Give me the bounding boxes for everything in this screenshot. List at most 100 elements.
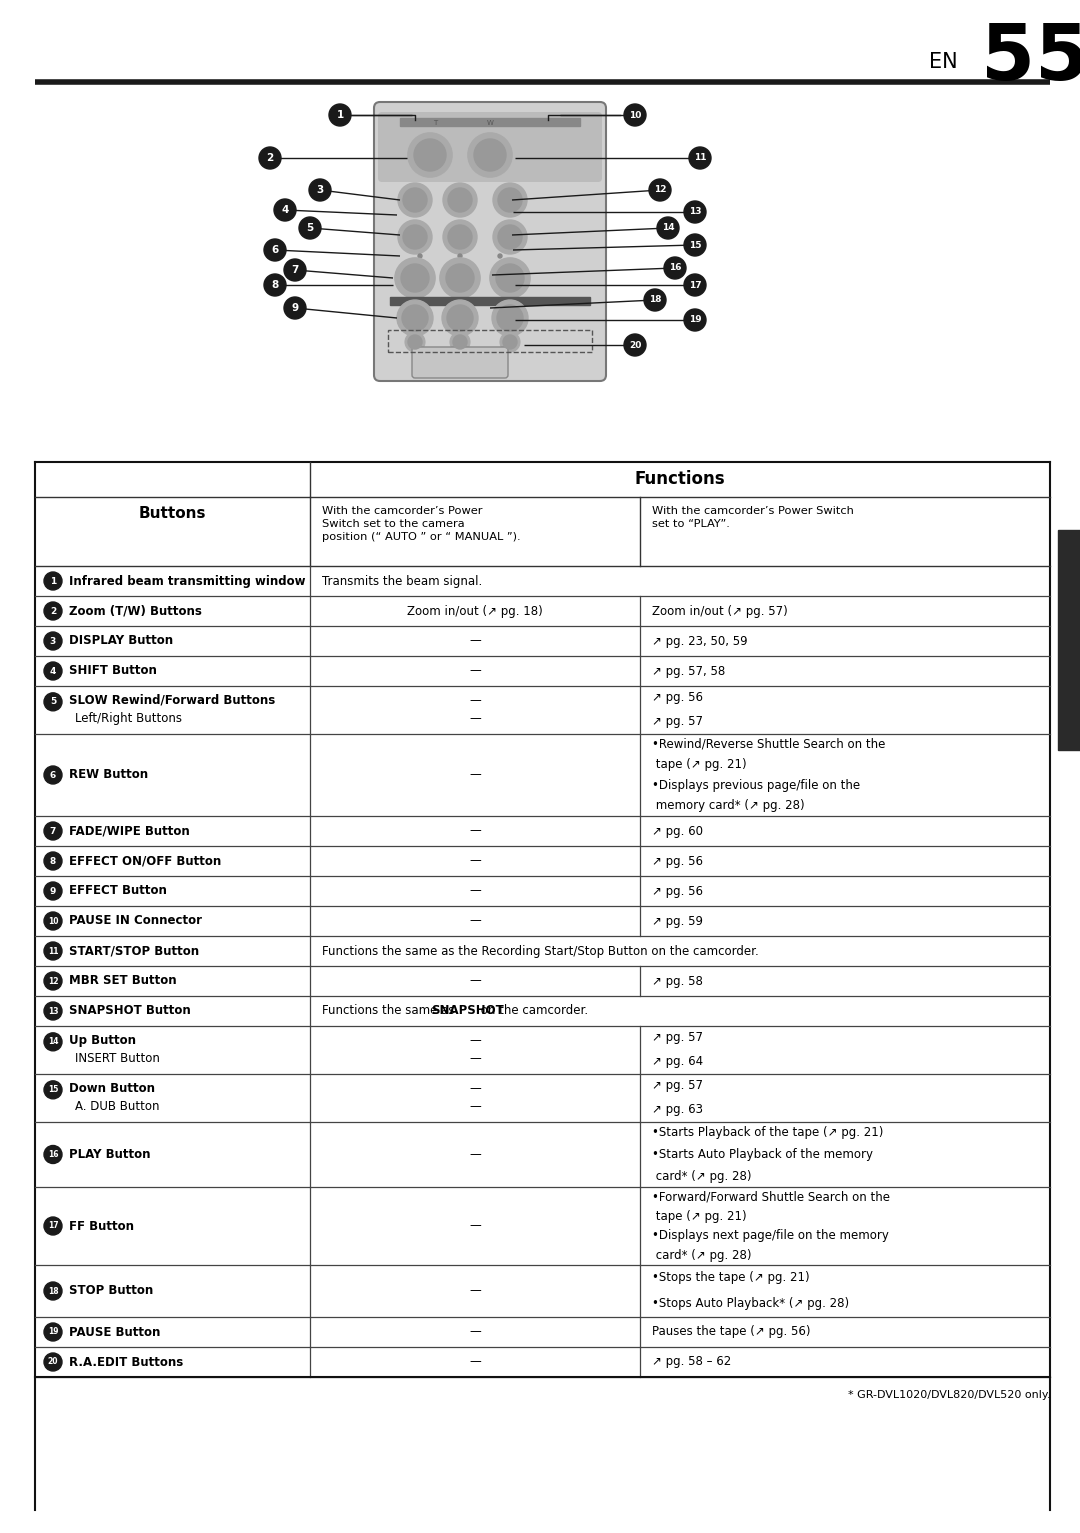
Text: 7: 7 [292,265,299,274]
Text: ↗ pg. 56: ↗ pg. 56 [652,885,703,897]
Text: ↗ pg. 56: ↗ pg. 56 [652,691,703,705]
Text: ↗ pg. 58: ↗ pg. 58 [652,975,703,987]
Text: Functions the same as the Recording Start/Stop Button on the camcorder.: Functions the same as the Recording Star… [322,944,759,958]
Text: —: — [469,713,481,725]
Circle shape [503,336,517,350]
FancyBboxPatch shape [374,103,606,382]
Circle shape [644,290,666,311]
Bar [400,118,580,126]
Circle shape [44,881,62,900]
Text: 4: 4 [281,205,288,215]
FancyBboxPatch shape [378,112,602,182]
Text: —: — [469,1082,481,1095]
Circle shape [684,310,706,331]
Circle shape [44,662,62,681]
Text: memory card* (↗ pg. 28): memory card* (↗ pg. 28) [652,799,805,812]
Text: ↗ pg. 56: ↗ pg. 56 [652,854,703,868]
Circle shape [44,1003,62,1019]
Text: ↗ pg. 63: ↗ pg. 63 [652,1104,703,1116]
Text: •Starts Auto Playback of the memory: •Starts Auto Playback of the memory [652,1148,873,1160]
Text: Functions the same as: Functions the same as [322,1004,458,1018]
Text: 20: 20 [48,1358,58,1366]
Text: ↗ pg. 57: ↗ pg. 57 [652,716,703,728]
Text: Zoom in/out (↗ pg. 18): Zoom in/out (↗ pg. 18) [407,604,543,618]
Circle shape [500,333,519,353]
Circle shape [284,297,306,319]
Text: 55: 55 [981,20,1080,97]
Circle shape [492,182,527,218]
Text: •Stops the tape (↗ pg. 21): •Stops the tape (↗ pg. 21) [652,1271,810,1285]
Text: —: — [469,1052,481,1065]
Circle shape [468,133,512,176]
Circle shape [44,632,62,650]
Circle shape [497,305,523,331]
Circle shape [498,225,522,248]
Circle shape [44,1354,62,1371]
Circle shape [408,336,422,350]
Circle shape [44,972,62,990]
Bar [390,297,590,305]
Circle shape [44,822,62,840]
Text: tape (↗ pg. 21): tape (↗ pg. 21) [652,1210,746,1223]
Text: Pauses the tape (↗ pg. 56): Pauses the tape (↗ pg. 56) [652,1326,810,1338]
Circle shape [684,274,706,296]
Circle shape [284,259,306,281]
Text: EN: EN [930,52,958,72]
Text: —: — [469,635,481,647]
Text: —: — [469,1355,481,1369]
Circle shape [44,602,62,619]
Circle shape [403,189,427,212]
Text: 5: 5 [307,222,313,233]
Circle shape [684,235,706,256]
Circle shape [44,572,62,590]
Text: •Rewind/Reverse Shuttle Search on the: •Rewind/Reverse Shuttle Search on the [652,737,886,751]
Text: 7: 7 [50,826,56,835]
Circle shape [397,300,433,336]
Text: * GR-DVL1020/DVL820/DVL520 only.: * GR-DVL1020/DVL820/DVL520 only. [848,1390,1050,1400]
Circle shape [624,104,646,126]
Circle shape [447,305,473,331]
Text: 8: 8 [50,857,56,866]
Circle shape [44,1033,62,1050]
Text: PAUSE Button: PAUSE Button [69,1326,160,1338]
Text: 1: 1 [50,576,56,586]
Circle shape [418,254,422,258]
Text: ↗ pg. 59: ↗ pg. 59 [652,915,703,927]
Text: •Forward/Forward Shuttle Search on the: •Forward/Forward Shuttle Search on the [652,1190,890,1203]
Text: —: — [469,1148,481,1160]
Text: 16: 16 [669,264,681,273]
Text: —: — [469,1101,481,1113]
Text: SHIFT Button: SHIFT Button [69,664,157,678]
Text: REW Button: REW Button [69,768,148,782]
Circle shape [443,221,477,254]
Text: 18: 18 [649,296,661,305]
Text: Transmits the beam signal.: Transmits the beam signal. [322,575,483,587]
Text: SNAPSHOT Button: SNAPSHOT Button [69,1004,191,1018]
Text: 14: 14 [662,224,674,233]
Text: 12: 12 [48,977,58,986]
Circle shape [44,1217,62,1236]
Text: T: T [433,120,437,126]
Circle shape [44,1282,62,1300]
Text: —: — [469,768,481,782]
Text: 19: 19 [689,316,701,325]
Circle shape [299,218,321,239]
Text: 16: 16 [48,1150,58,1159]
Text: ↗ pg. 57: ↗ pg. 57 [652,1079,703,1093]
Text: FF Button: FF Button [69,1219,134,1233]
Text: With the camcorder’s Power
Switch set to the camera
position (“ AUTO ” or “ MANU: With the camcorder’s Power Switch set to… [322,506,521,543]
Text: •Starts Playback of the tape (↗ pg. 21): •Starts Playback of the tape (↗ pg. 21) [652,1127,883,1139]
Bar [388,330,592,353]
Circle shape [624,334,646,356]
Text: 2: 2 [267,153,273,162]
Text: ↗ pg. 57, 58: ↗ pg. 57, 58 [652,664,726,678]
Circle shape [458,254,462,258]
Text: A. DUB Button: A. DUB Button [75,1101,160,1113]
Text: •Displays next page/file on the memory: •Displays next page/file on the memory [652,1229,889,1242]
Text: 5: 5 [50,698,56,707]
Circle shape [649,179,671,201]
Circle shape [402,305,428,331]
Text: —: — [469,1033,481,1047]
Text: Down Button: Down Button [69,1082,156,1095]
Text: —: — [469,975,481,987]
